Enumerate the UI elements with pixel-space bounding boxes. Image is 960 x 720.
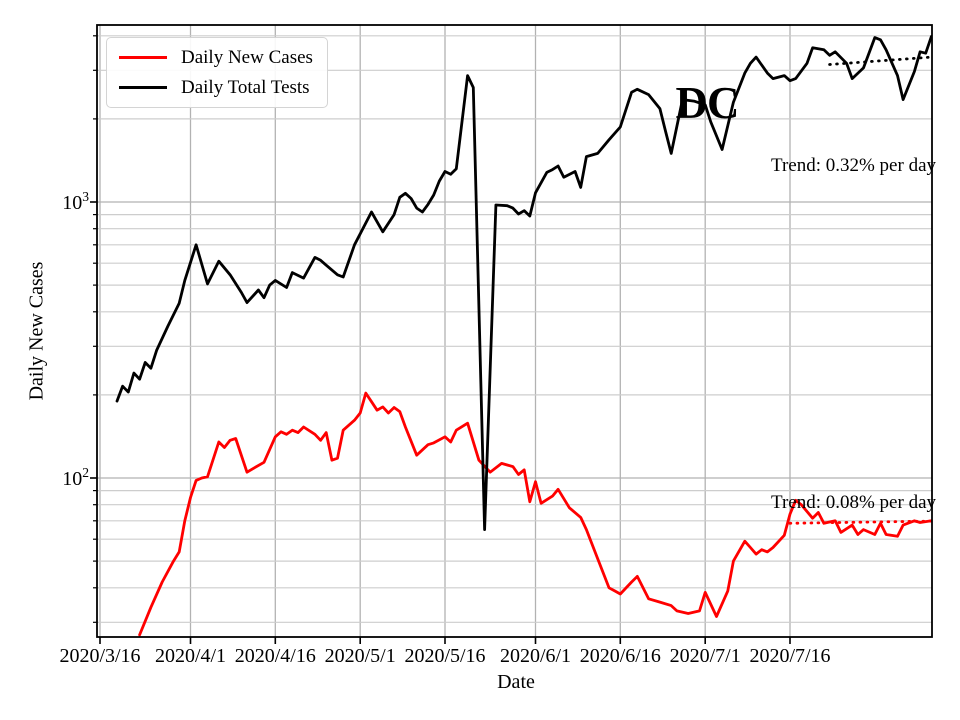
y-tick-label: 103 <box>62 189 89 214</box>
plot-border <box>96 24 933 638</box>
cases-trend-annotation: Trend: 0.08% per day <box>771 492 936 513</box>
trend-dotted-line-daily-total-tests <box>828 55 932 66</box>
legend-item: Daily Total Tests <box>119 76 315 99</box>
x-tick-label: 2020/4/16 <box>234 645 316 667</box>
y-tick-label: 102 <box>62 465 89 490</box>
legend-line-swatch-red <box>119 55 167 60</box>
series-line-daily-new-cases <box>138 391 932 637</box>
x-tick-label: 2020/6/1 <box>499 645 572 667</box>
trend-dotted-line-daily-new-cases <box>788 519 932 525</box>
x-tick-label: 2020/4/1 <box>154 645 227 667</box>
x-tick-label: 2020/6/16 <box>579 645 661 667</box>
x-tick-label: 2020/5/1 <box>324 645 396 667</box>
legend: Daily New Cases Daily Total Tests <box>106 37 328 108</box>
state-label: DC <box>675 78 740 128</box>
legend-item-label: Daily Total Tests <box>181 76 310 98</box>
legend-item-label: Daily New Cases <box>181 46 313 68</box>
x-tick-label: 2020/5/16 <box>404 645 486 667</box>
x-axis-label: Date <box>497 671 535 693</box>
x-tick-label: 2020/7/16 <box>749 645 831 667</box>
x-tick-label: 2020/3/16 <box>59 645 141 667</box>
series-line-daily-total-tests <box>115 35 932 531</box>
legend-item: Daily New Cases <box>119 46 315 69</box>
legend-line-swatch-black <box>119 85 167 90</box>
x-tick-label: 2020/7/1 <box>669 645 741 667</box>
tests-trend-annotation: Trend: 0.32% per day <box>771 155 936 176</box>
y-axis-label: Daily New Cases <box>25 261 48 401</box>
